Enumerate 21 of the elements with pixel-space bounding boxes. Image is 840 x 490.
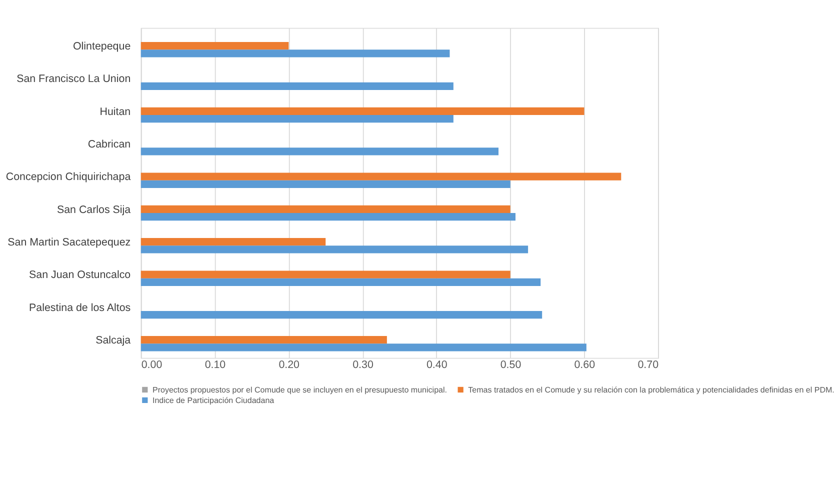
x-tick-label: 0.20 — [278, 359, 300, 372]
x-tick-label: 0.70 — [638, 359, 659, 372]
y-tick-label: San Martin Sacatepequez — [8, 236, 131, 248]
legend-label: Temas tratados en el Comude y su relación con la problemática y potencialidades definidas en el PDM. — [468, 385, 834, 394]
y-tick-label: Salcaja — [96, 334, 131, 346]
y-tick-label: San Carlos Sija — [56, 204, 131, 216]
legend-label: Indice de Participación Ciudadana — [152, 396, 275, 405]
x-tick-label: 0.60 — [574, 359, 596, 372]
y-tick-label: Cabrican — [88, 138, 131, 150]
x-tick-label: 0.50 — [500, 359, 522, 372]
y-tick-label: Concepcion Chiquirichapa — [6, 171, 131, 184]
x-tick-label: 0.40 — [426, 359, 448, 372]
x-tick-label: 0.10 — [204, 359, 226, 372]
y-tick-label: San Juan Ostuncalco — [29, 269, 131, 282]
y-tick-label: San Francisco La Union — [16, 73, 131, 86]
x-tick-label: 0.30 — [352, 359, 374, 372]
legend-label: Proyectos propuestos por el Comude que se incluyen en el presupuesto municipal. — [152, 385, 448, 394]
x-tick-label: 0.00 — [141, 359, 162, 372]
y-tick-label: Palestina de los Altos — [29, 302, 131, 314]
y-tick-label: Olintepeque — [72, 40, 131, 52]
y-tick-label: Huitan — [100, 106, 131, 118]
